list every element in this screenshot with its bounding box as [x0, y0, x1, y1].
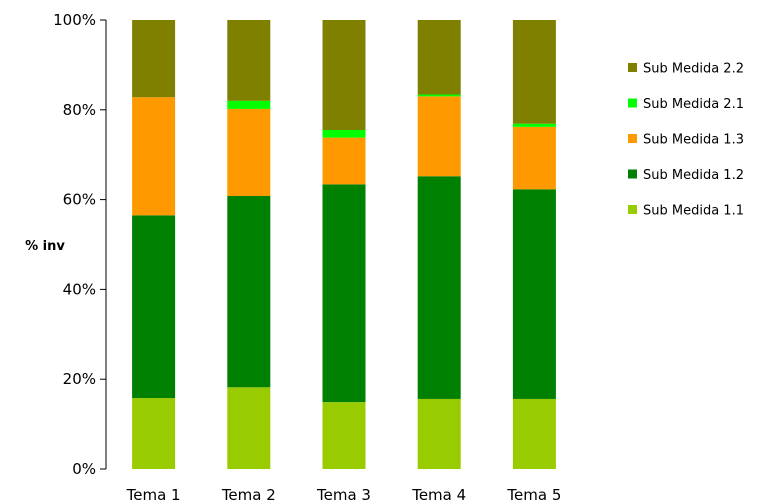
- y-tick-label: 0%: [72, 460, 96, 478]
- legend-entry-label: Sub Medida 2.2: [643, 62, 744, 77]
- y-axis: 0% 20% 40% 60% 80% 100%: [53, 11, 107, 478]
- bar-segment: [417, 20, 461, 95]
- y-tick-label: 20%: [63, 370, 96, 388]
- bar-segment: [512, 398, 556, 469]
- bar-segment: [322, 130, 366, 138]
- bar-segment: [512, 20, 556, 124]
- y-tick-label: 60%: [63, 191, 96, 209]
- bar-segment: [227, 100, 271, 109]
- bar-segment: [132, 398, 176, 469]
- bar-segment: [322, 402, 366, 469]
- bar-segment: [512, 126, 556, 190]
- y-axis-title: % inv: [25, 239, 65, 254]
- y-tick-label: 80%: [63, 101, 96, 119]
- x-category-label: Tema 4: [411, 486, 466, 504]
- legend-swatch: [628, 63, 637, 72]
- x-category-label: Tema 2: [221, 486, 276, 504]
- legend-entry-label: Sub Medida 1.1: [643, 204, 744, 219]
- legend: Sub Medida 2.2 Sub Medida 2.1 Sub Medida 1…: [628, 62, 744, 219]
- bar-segment: [322, 184, 366, 403]
- x-axis: Tema 1 Tema 2 Tema 3 Tema 4 Tema 5: [126, 486, 562, 504]
- bar-segment: [227, 108, 271, 197]
- bar-segment: [322, 137, 366, 185]
- x-category-label: Tema 1: [126, 486, 181, 504]
- legend-swatch: [628, 169, 637, 179]
- bars: [132, 20, 556, 469]
- bar-segment: [132, 215, 176, 399]
- legend-swatch: [628, 134, 637, 143]
- bar-segment: [417, 96, 461, 177]
- bar-segment: [417, 398, 461, 469]
- bar-segment: [132, 97, 176, 216]
- bar-segment: [227, 387, 271, 469]
- bar-segment: [227, 20, 271, 101]
- legend-swatch: [628, 98, 637, 108]
- x-category-label: Tema 3: [316, 486, 371, 504]
- bar-segment: [417, 176, 461, 399]
- bar-segment: [512, 189, 556, 399]
- bar-segment: [322, 20, 366, 130]
- bar-segment: [512, 123, 556, 127]
- y-tick-label: 100%: [53, 11, 96, 29]
- legend-swatch: [628, 205, 637, 214]
- bar-segment: [132, 20, 176, 98]
- x-category-label: Tema 5: [506, 486, 561, 504]
- bar-segment: [417, 94, 461, 97]
- legend-entry-label: Sub Medida 1.2: [643, 168, 744, 183]
- legend-entry-label: Sub Medida 1.3: [643, 133, 744, 148]
- bar-segment: [227, 196, 271, 388]
- legend-entry-label: Sub Medida 2.1: [643, 97, 744, 112]
- y-tick-label: 40%: [63, 280, 96, 298]
